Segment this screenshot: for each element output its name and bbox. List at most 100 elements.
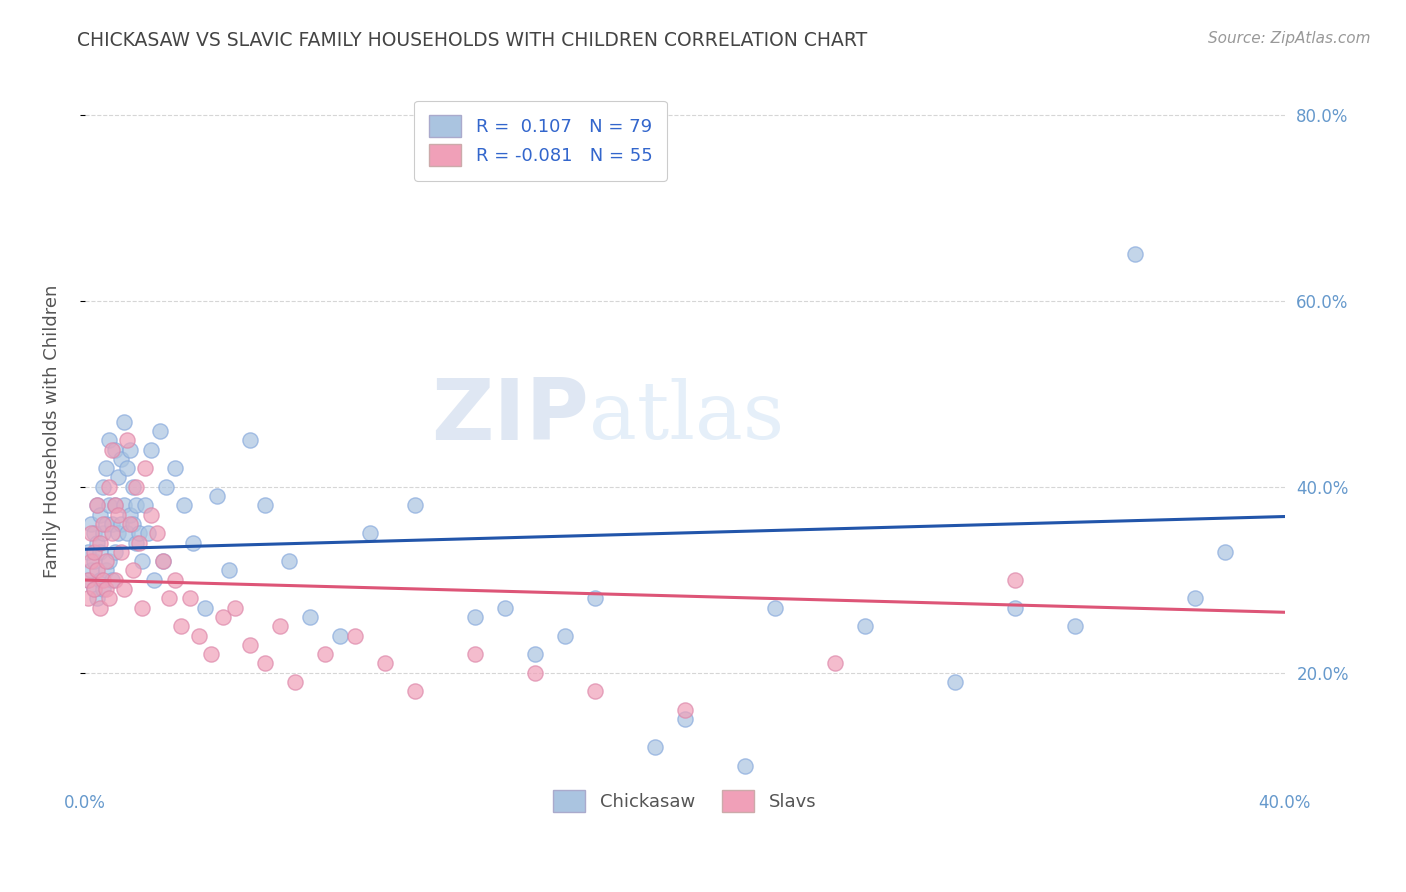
Point — [100, 442, 122, 457]
Point — [853, 619, 876, 633]
Point — [142, 573, 165, 587]
Point — [1123, 247, 1146, 261]
Point — [374, 657, 396, 671]
Point — [104, 499, 127, 513]
Text: ZIP: ZIP — [430, 376, 589, 458]
Point — [89, 573, 111, 587]
Legend: Chickasaw, Slavs: Chickasaw, Slavs — [540, 778, 830, 825]
Point — [128, 535, 150, 549]
Point — [224, 600, 246, 615]
Point — [131, 600, 153, 615]
Point — [91, 526, 114, 541]
Point — [80, 526, 103, 541]
Point — [149, 424, 172, 438]
Point — [943, 675, 966, 690]
Point — [464, 610, 486, 624]
Point — [239, 638, 262, 652]
Point — [763, 600, 786, 615]
Point — [83, 554, 105, 568]
Point — [277, 554, 299, 568]
Point — [121, 564, 143, 578]
Point — [1004, 573, 1026, 587]
Point — [76, 591, 98, 606]
Point — [673, 712, 696, 726]
Point — [136, 526, 159, 541]
Text: atlas: atlas — [589, 378, 783, 456]
Point — [583, 591, 606, 606]
Point — [298, 610, 321, 624]
Point — [110, 516, 132, 531]
Point — [89, 545, 111, 559]
Point — [83, 582, 105, 596]
Point — [104, 442, 127, 457]
Point — [107, 526, 129, 541]
Point — [125, 499, 148, 513]
Point — [139, 508, 162, 522]
Point — [134, 499, 156, 513]
Point — [100, 526, 122, 541]
Point — [239, 434, 262, 448]
Point — [211, 610, 233, 624]
Point — [110, 545, 132, 559]
Point — [269, 619, 291, 633]
Point — [107, 508, 129, 522]
Point — [100, 516, 122, 531]
Point — [200, 647, 222, 661]
Point — [253, 657, 276, 671]
Text: Source: ZipAtlas.com: Source: ZipAtlas.com — [1208, 31, 1371, 46]
Point — [163, 573, 186, 587]
Point — [170, 619, 193, 633]
Point — [83, 526, 105, 541]
Text: CHICKASAW VS SLAVIC FAMILY HOUSEHOLDS WITH CHILDREN CORRELATION CHART: CHICKASAW VS SLAVIC FAMILY HOUSEHOLDS WI… — [77, 31, 868, 50]
Point — [187, 629, 209, 643]
Point — [97, 554, 120, 568]
Point — [131, 554, 153, 568]
Point — [205, 489, 228, 503]
Point — [314, 647, 336, 661]
Point — [97, 499, 120, 513]
Point — [163, 461, 186, 475]
Point — [152, 554, 174, 568]
Point — [179, 591, 201, 606]
Point — [1004, 600, 1026, 615]
Point — [134, 461, 156, 475]
Point — [91, 573, 114, 587]
Point — [86, 499, 108, 513]
Point — [80, 554, 103, 568]
Point — [121, 480, 143, 494]
Point — [194, 600, 217, 615]
Point — [115, 434, 138, 448]
Point — [644, 740, 666, 755]
Point — [343, 629, 366, 643]
Point — [89, 508, 111, 522]
Point — [86, 499, 108, 513]
Point — [104, 573, 127, 587]
Point — [94, 564, 117, 578]
Point — [464, 647, 486, 661]
Point — [155, 480, 177, 494]
Point — [359, 526, 381, 541]
Point — [125, 535, 148, 549]
Point — [91, 582, 114, 596]
Point — [554, 629, 576, 643]
Point — [104, 499, 127, 513]
Point — [118, 442, 141, 457]
Point — [112, 499, 135, 513]
Point — [76, 573, 98, 587]
Point — [139, 442, 162, 457]
Point — [94, 461, 117, 475]
Point — [1184, 591, 1206, 606]
Point — [97, 434, 120, 448]
Point — [824, 657, 846, 671]
Point — [253, 499, 276, 513]
Point — [97, 480, 120, 494]
Point — [673, 703, 696, 717]
Point — [173, 499, 195, 513]
Point — [100, 573, 122, 587]
Point — [104, 545, 127, 559]
Y-axis label: Family Households with Children: Family Households with Children — [44, 285, 60, 578]
Point — [218, 564, 240, 578]
Point — [1063, 619, 1085, 633]
Point — [329, 629, 352, 643]
Point — [97, 591, 120, 606]
